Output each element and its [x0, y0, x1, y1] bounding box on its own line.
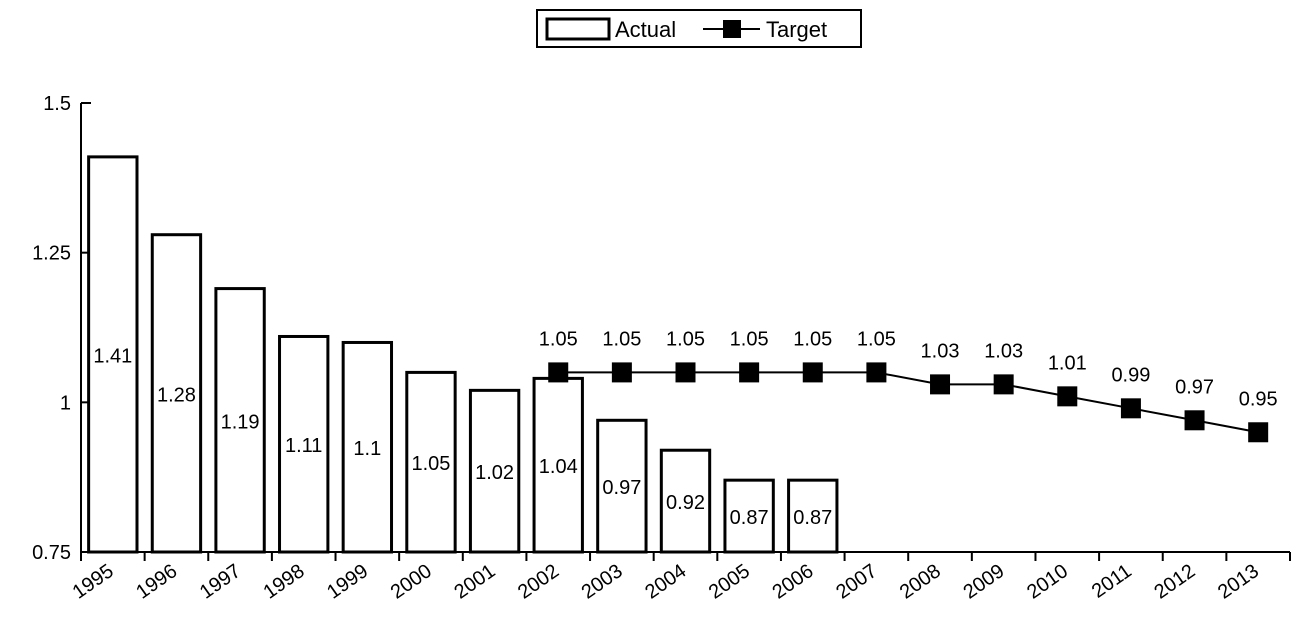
bar-data-label: 1.1 [353, 438, 381, 460]
x-tick-label: 2004 [641, 560, 690, 604]
y-tick-label: 1.5 [43, 93, 71, 115]
bar-data-label: 1.41 [93, 345, 132, 367]
target-line [548, 362, 1269, 443]
x-tick-label: 2006 [769, 560, 818, 604]
bar-actual [87, 155, 139, 554]
target-data-label: 1.05 [666, 328, 705, 350]
legend-label-target: Target [766, 17, 827, 42]
target-data-label: 1.03 [921, 340, 960, 362]
target-data-label: 1.03 [984, 340, 1023, 362]
target-data-label: 1.05 [857, 328, 896, 350]
target-marker [611, 362, 632, 383]
bar-data-label: 1.28 [157, 384, 196, 406]
x-tick-label: 2008 [896, 560, 945, 604]
target-series-line [558, 371, 1259, 434]
x-tick-label: 2009 [959, 560, 1008, 604]
x-tick-label: 2002 [514, 560, 563, 604]
bar-actual [278, 334, 330, 554]
bar-actual [659, 448, 712, 554]
x-tick-label: 2012 [1150, 560, 1199, 604]
bars [87, 155, 839, 554]
x-tick-label: 1999 [323, 560, 372, 604]
bar-labels: 1.41 1.28 1.19 1.11 1.1 1.05 1.02 1.04 0.97 0.92 0… [93, 345, 832, 529]
legend-target-marker [723, 20, 741, 38]
target-marker [1057, 386, 1078, 407]
target-data-label: 0.99 [1111, 364, 1150, 386]
target-marker [675, 362, 696, 383]
target-marker [1120, 398, 1141, 419]
target-data-label: 1.05 [602, 328, 641, 350]
legend-label-actual: Actual [615, 17, 676, 42]
bar-data-label: 1.02 [475, 462, 514, 484]
bar-actual [214, 287, 266, 554]
target-data-label: 0.95 [1239, 388, 1278, 410]
bar-actual [787, 478, 839, 554]
x-tick-label: 2000 [387, 560, 436, 604]
legend: Actual Target [536, 9, 862, 48]
target-marker [802, 362, 823, 383]
bar-data-label: 1.04 [539, 456, 578, 478]
x-tick-label: 1996 [132, 560, 181, 604]
x-tick-label: 1998 [260, 560, 309, 604]
x-tick-label: 2007 [832, 560, 881, 604]
bar-actual [341, 340, 394, 554]
x-tick-label: 1995 [69, 560, 118, 604]
target-labels: 1.05 1.05 1.05 1.05 1.05 1.05 1.03 1.03 1.01 0.99… [539, 328, 1278, 410]
bar-data-label: 1.19 [221, 411, 260, 433]
x-tick-label: 2001 [450, 560, 499, 604]
y-tick-label: 0.75 [32, 542, 71, 564]
target-marker [1184, 410, 1205, 431]
target-marker [993, 374, 1014, 395]
target-marker [866, 362, 887, 383]
bar-data-label: 0.92 [666, 492, 705, 514]
x-tick-label: 2013 [1214, 560, 1263, 604]
target-data-label: 0.97 [1175, 376, 1214, 398]
bar-data-label: 0.87 [793, 507, 832, 529]
bar-actual [405, 370, 457, 554]
target-marker [548, 362, 569, 383]
x-tick-label: 2003 [578, 560, 627, 604]
x-tick-label: 2011 [1088, 560, 1136, 603]
x-ticks: 1995 1996 1997 1998 1999 2000 2001 2002 2003 2004… [69, 552, 1291, 604]
bar-data-label: 1.05 [412, 453, 451, 475]
legend-actual-swatch [545, 17, 611, 41]
bar-actual [150, 233, 203, 554]
bar-data-label: 0.87 [730, 507, 769, 529]
x-tick-label: 1997 [196, 560, 245, 604]
bar-actual [723, 478, 775, 554]
y-tick-label: 1 [60, 392, 71, 414]
target-data-label: 1.01 [1048, 352, 1087, 374]
target-marker [1248, 422, 1269, 443]
bar-actual [596, 418, 648, 554]
target-marker [930, 374, 951, 395]
target-marker [739, 362, 760, 383]
target-data-label: 1.05 [730, 328, 769, 350]
target-data-label: 1.05 [539, 328, 578, 350]
x-tick-label: 2010 [1023, 560, 1072, 604]
bar-actual [532, 376, 584, 554]
bar-actual [468, 388, 521, 554]
bar-data-label: 0.97 [602, 477, 641, 499]
x-tick-label: 2005 [705, 560, 754, 604]
target-data-label: 1.05 [793, 328, 832, 350]
y-tick-label: 1.25 [32, 243, 71, 265]
bar-data-label: 1.11 [285, 435, 322, 457]
